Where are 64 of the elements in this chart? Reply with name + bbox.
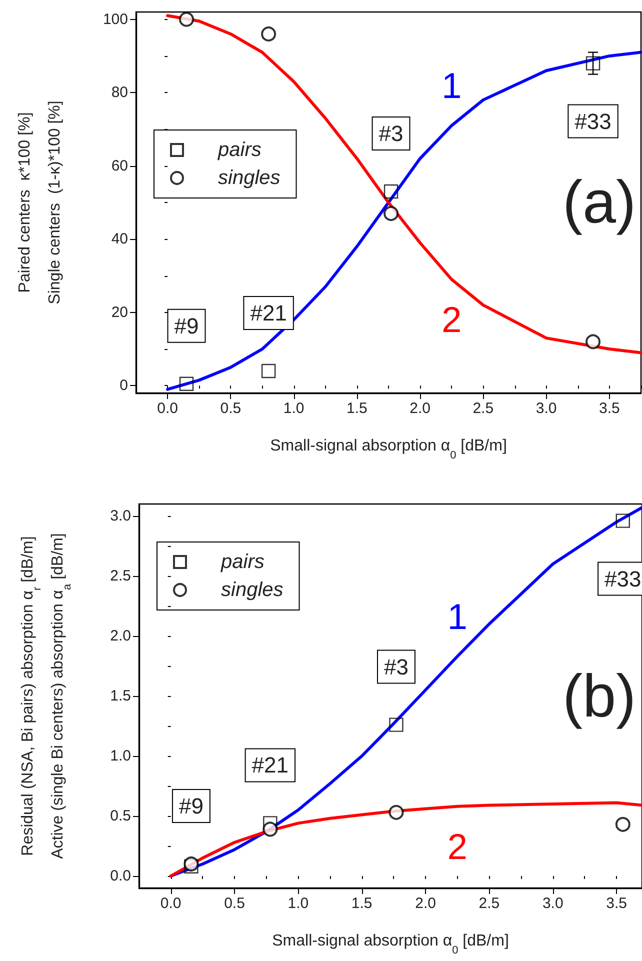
point xyxy=(389,718,404,732)
point xyxy=(179,12,194,27)
y-tick-label: 1.5 xyxy=(110,688,131,704)
point xyxy=(586,334,601,350)
point xyxy=(384,206,399,221)
y-tick-label: 0 xyxy=(120,377,128,394)
series-label: 1 xyxy=(447,596,468,637)
annotation: (b) xyxy=(562,662,636,730)
y-axis-title: Paired centers κ*100 [%] Single centers (1-κ)*100 [%] xyxy=(16,100,64,304)
series-label: 2 xyxy=(447,826,468,867)
line-series xyxy=(166,50,642,391)
annotation: #33 xyxy=(604,566,642,592)
legend-label: pairs xyxy=(217,139,262,161)
legend-label: pairs xyxy=(220,551,264,573)
y-tick-label: 80 xyxy=(111,84,128,102)
point xyxy=(388,804,404,820)
x-tick-label: 1.5 xyxy=(346,400,368,417)
x-tick-label: 3.0 xyxy=(536,400,557,417)
point xyxy=(179,376,194,391)
point xyxy=(586,56,600,70)
x-tick-label: 2.5 xyxy=(472,400,494,417)
point xyxy=(261,364,276,378)
x-tick-label: 0.0 xyxy=(160,895,182,912)
y-tick-label: 100 xyxy=(102,10,128,28)
annotation: #3 xyxy=(384,654,408,680)
annotation: #33 xyxy=(574,108,612,134)
x-tick-label: 2.5 xyxy=(478,895,500,912)
x-tick-label: 3.5 xyxy=(599,400,620,417)
y-axis-title: Residual (NSA, Bi pairs) absorption αr [dB/m] Active (single Bi centers) absorption αa [dB/m] xyxy=(20,533,74,859)
annotation: #3 xyxy=(378,121,404,146)
annotation: #9 xyxy=(178,794,204,818)
x-tick-label: 1.5 xyxy=(351,895,372,912)
series-label: 2 xyxy=(442,298,462,340)
annotation: #9 xyxy=(174,313,199,338)
x-tick-label: 3.0 xyxy=(542,895,564,912)
y-tick-label: 0.0 xyxy=(110,868,131,884)
y-tick-label: 20 xyxy=(111,304,128,321)
y-tick-label: 3.0 xyxy=(110,508,131,524)
x-tick-label: 0.0 xyxy=(157,400,178,417)
annotation: (a) xyxy=(562,168,636,236)
x-tick-label: 1.0 xyxy=(283,400,304,417)
y-tick-label: 40 xyxy=(111,230,128,248)
legend-label: singles xyxy=(221,579,284,601)
annotation: #21 xyxy=(252,752,289,778)
line-series xyxy=(166,14,642,354)
point xyxy=(616,514,630,528)
x-tick-label: 2.0 xyxy=(410,400,430,417)
point xyxy=(384,184,398,199)
y-tick-label: 0.5 xyxy=(110,808,131,824)
y-tick-label: 1.0 xyxy=(110,748,131,764)
x-tick-label: 3.5 xyxy=(606,895,627,912)
point xyxy=(261,26,276,42)
y-tick-label: 60 xyxy=(111,157,128,174)
series-label: 1 xyxy=(442,65,462,106)
point xyxy=(615,816,630,832)
x-tick-label: 0.5 xyxy=(224,895,245,912)
y-tick-label: 2.0 xyxy=(110,628,131,644)
x-tick-label: 0.5 xyxy=(220,400,242,417)
annotation: #21 xyxy=(250,300,287,326)
y-tick-label: 2.5 xyxy=(110,568,131,584)
x-tick-label: 1.0 xyxy=(288,895,309,912)
legend-label: singles xyxy=(218,167,280,189)
point xyxy=(262,822,278,837)
x-tick-label: 2.0 xyxy=(415,895,436,912)
